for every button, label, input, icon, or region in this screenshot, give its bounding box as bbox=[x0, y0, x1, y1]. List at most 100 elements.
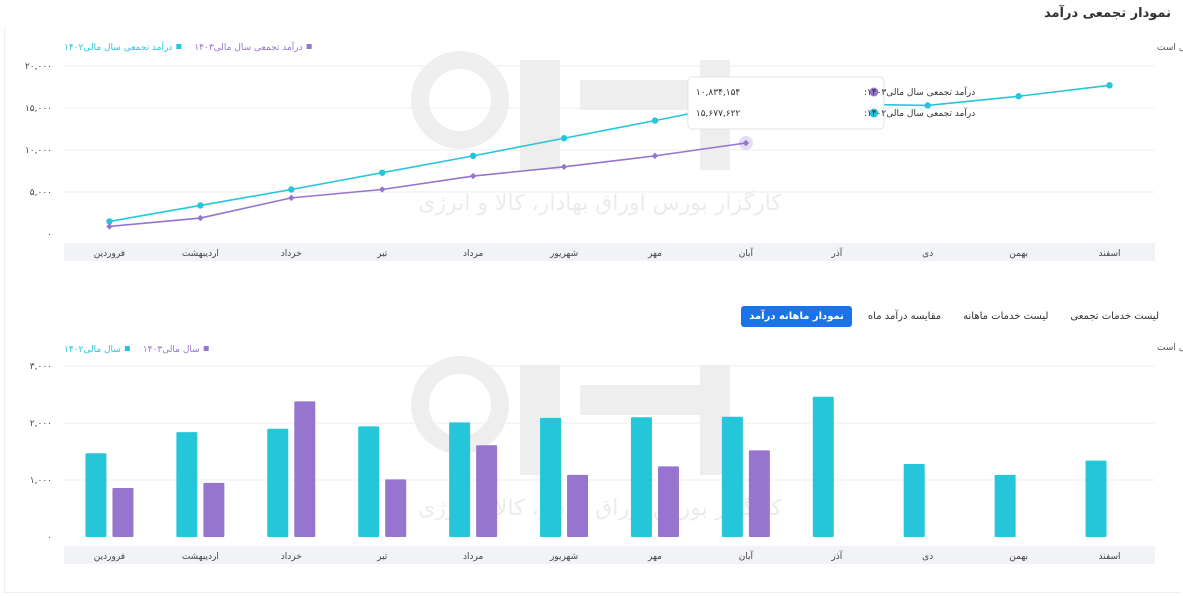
x-tick-label: آبان bbox=[739, 247, 754, 259]
x-tick-label: اردیبهشت bbox=[182, 552, 219, 562]
legend-swatch bbox=[203, 346, 209, 351]
series-segment bbox=[472, 137, 565, 157]
bar bbox=[630, 417, 652, 537]
x-tick-label: آذر bbox=[830, 550, 842, 562]
series-segment bbox=[473, 166, 565, 177]
y-tick-label: ۵,۰۰۰ bbox=[30, 188, 52, 198]
tooltip-swatch bbox=[869, 87, 879, 97]
bar bbox=[449, 422, 471, 537]
tooltip-swatch bbox=[869, 108, 879, 118]
x-tick-label: اسفند bbox=[1099, 249, 1121, 259]
bar bbox=[812, 396, 834, 537]
series-segment bbox=[109, 204, 201, 223]
tab-monthly-revenue-chart[interactable]: نمودار ماهانه درآمد bbox=[741, 306, 852, 327]
x-tick-label: مرداد bbox=[463, 552, 483, 562]
x-axis-band bbox=[64, 243, 1155, 261]
data-point bbox=[1015, 93, 1022, 100]
x-tick-label: اردیبهشت bbox=[182, 249, 219, 259]
series-segment bbox=[1018, 84, 1110, 98]
bar bbox=[294, 401, 316, 537]
x-tick-label: آبان bbox=[739, 550, 754, 562]
series-segment bbox=[382, 155, 474, 174]
bar bbox=[748, 450, 770, 537]
x-tick-label: شهریور bbox=[549, 249, 578, 259]
watermark-logo-bar bbox=[580, 80, 700, 110]
legend-swatch bbox=[306, 44, 312, 49]
legend-label: سال مالی۱۴۰۳ bbox=[143, 345, 200, 355]
tooltip-value: ۱۵,۶۷۷,۶۲۲ bbox=[696, 109, 741, 119]
data-point bbox=[560, 135, 568, 142]
y-tick-label: ۲,۰۰۰ bbox=[30, 419, 52, 429]
tooltip-box bbox=[687, 76, 885, 130]
legend-swatch bbox=[176, 44, 182, 49]
x-tick-label: دی bbox=[922, 552, 933, 562]
bar bbox=[540, 417, 562, 537]
x-tick-label: خرداد bbox=[281, 249, 302, 259]
tab-monthly-revenue-comparison[interactable]: مقایسه درآمد ماه bbox=[867, 311, 942, 322]
chart-note: اعداد بر اساس میلیارد ریال است bbox=[1157, 43, 1183, 53]
bar bbox=[267, 428, 289, 537]
bar bbox=[1085, 460, 1107, 537]
tab-monthly-services-list[interactable]: لیست خدمات ماهانه bbox=[963, 311, 1049, 322]
data-point bbox=[651, 117, 659, 124]
tab-cumulative-services-list[interactable]: لیست خدمات تجمعی bbox=[1070, 311, 1159, 322]
bar bbox=[567, 474, 589, 537]
watermark-logo-ring bbox=[411, 51, 509, 149]
bar bbox=[358, 426, 380, 537]
x-tick-label: بهمن bbox=[1009, 552, 1028, 562]
y-tick-label: ۱,۰۰۰ bbox=[30, 476, 52, 486]
y-tick-label: ۲۰,۰۰۰ bbox=[25, 62, 52, 72]
x-tick-label: اسفند bbox=[1099, 552, 1121, 562]
x-tick-label: مهر bbox=[647, 249, 662, 259]
x-tick-label: فروردین bbox=[94, 552, 125, 562]
series-segment bbox=[382, 175, 474, 191]
bar bbox=[203, 482, 225, 537]
bar bbox=[721, 416, 743, 537]
bar bbox=[657, 466, 679, 537]
tooltip-label: درآمد تجمعی سال مالی۱۴۰۲: bbox=[864, 107, 975, 119]
y-tick-label: ۱۰,۰۰۰ bbox=[25, 146, 52, 156]
x-tick-label: آذر bbox=[830, 247, 842, 259]
x-tick-label: دی bbox=[922, 249, 933, 259]
series-segment bbox=[927, 95, 1019, 107]
page-title: نمودار تجمعی درآمد bbox=[1043, 6, 1171, 21]
data-point bbox=[106, 218, 113, 225]
bar bbox=[85, 453, 107, 537]
x-tick-label: تیر bbox=[376, 552, 388, 562]
x-tick-label: مهر bbox=[647, 552, 662, 562]
series-segment bbox=[563, 119, 656, 140]
data-point bbox=[288, 186, 295, 193]
x-tick-label: مرداد bbox=[463, 249, 483, 259]
data-point bbox=[1106, 82, 1113, 89]
chart-tabs: نمودار ماهانه درآمد مقایسه درآمد ماه لیس… bbox=[741, 306, 1165, 327]
watermark-text: کارگزار بورس اوراق بهادار، کالا و انرژی bbox=[418, 190, 782, 216]
data-point bbox=[197, 214, 204, 222]
data-point bbox=[651, 152, 659, 160]
legend-label: درآمد تجمعی سال مالی۱۴۰۳ bbox=[194, 41, 302, 53]
data-point bbox=[469, 152, 477, 160]
legend-label: سال مالی۱۴۰۲ bbox=[64, 345, 121, 355]
x-tick-label: تیر bbox=[376, 249, 388, 259]
watermark-logo-bar bbox=[520, 60, 560, 170]
series-segment bbox=[563, 155, 656, 168]
x-tick-label: بهمن bbox=[1009, 249, 1028, 259]
watermark-logo-bar bbox=[580, 385, 700, 415]
series-segment bbox=[200, 188, 292, 207]
series-segment bbox=[291, 188, 383, 199]
x-tick-label: شهریور bbox=[549, 552, 578, 562]
bar bbox=[476, 445, 498, 537]
bar bbox=[112, 487, 134, 537]
y-tick-label: ۰ bbox=[47, 533, 52, 543]
y-tick-label: ۱۵,۰۰۰ bbox=[25, 104, 52, 114]
series-segment bbox=[200, 197, 292, 219]
data-point bbox=[197, 202, 204, 209]
bar bbox=[903, 464, 925, 537]
x-tick-label: فروردین bbox=[94, 249, 125, 259]
bar bbox=[994, 474, 1016, 537]
legend-swatch bbox=[124, 346, 130, 351]
y-tick-label: ۰ bbox=[47, 230, 52, 240]
data-point bbox=[560, 163, 568, 170]
data-point bbox=[379, 169, 386, 176]
bar bbox=[385, 479, 407, 537]
